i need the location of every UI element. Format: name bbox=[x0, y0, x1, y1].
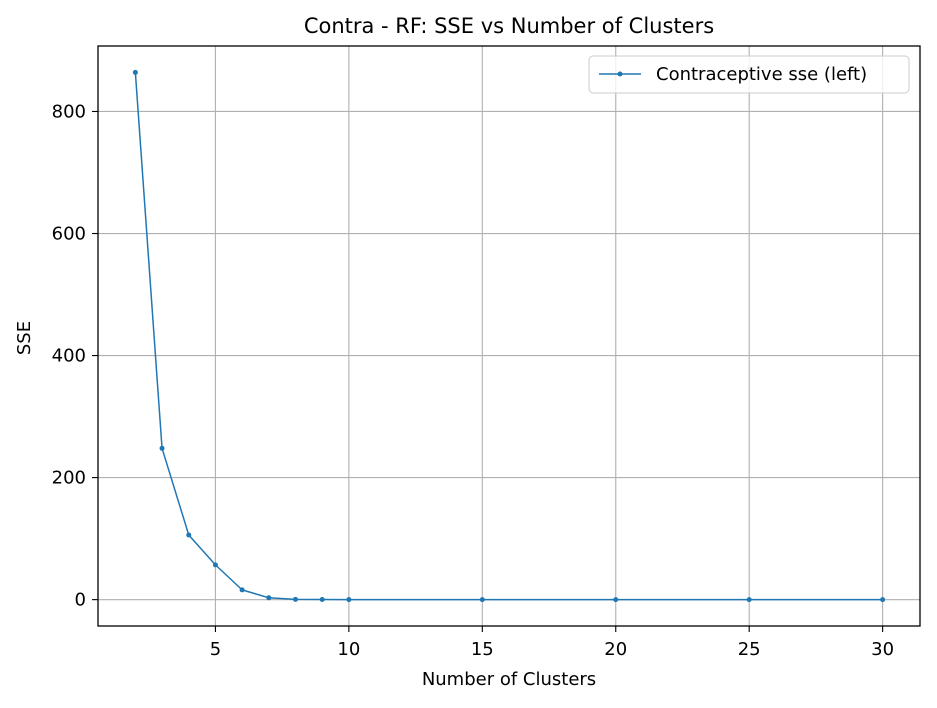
legend: Contraceptive sse (left) bbox=[588, 55, 910, 94]
series-layer bbox=[132, 69, 886, 603]
y-tick-label: 400 bbox=[52, 346, 86, 367]
data-point bbox=[319, 597, 325, 603]
x-tick-label: 10 bbox=[337, 639, 360, 660]
x-tick-label: 25 bbox=[738, 639, 761, 660]
y-tick-label: 200 bbox=[52, 468, 86, 489]
data-point bbox=[746, 597, 752, 603]
x-tick-label: 20 bbox=[604, 639, 627, 660]
y-tick-label: 800 bbox=[52, 101, 86, 122]
data-point bbox=[186, 532, 192, 538]
y-tick-label: 600 bbox=[52, 224, 86, 245]
chart-title: Contra - RF: SSE vs Number of Clusters bbox=[304, 14, 714, 38]
data-point bbox=[132, 69, 138, 75]
plot-area-frame bbox=[97, 45, 921, 627]
legend-entry-label: Contraceptive sse (left) bbox=[656, 64, 867, 85]
data-point bbox=[346, 597, 352, 603]
data-point bbox=[292, 596, 298, 602]
legend-marker-swatch bbox=[617, 71, 623, 77]
data-point bbox=[479, 597, 485, 603]
x-tick-label: 15 bbox=[471, 639, 494, 660]
y-axis-label: SSE bbox=[14, 321, 35, 355]
grid-lines bbox=[98, 46, 920, 626]
data-point bbox=[239, 587, 245, 593]
legend-box bbox=[588, 55, 910, 94]
data-point bbox=[212, 562, 218, 568]
data-point bbox=[159, 445, 165, 451]
y-axis-ticks: 0 200 400 600 800 bbox=[52, 101, 98, 611]
data-point bbox=[613, 597, 619, 603]
x-tick-label: 30 bbox=[871, 639, 894, 660]
data-point bbox=[266, 595, 272, 601]
data-point bbox=[880, 597, 886, 603]
x-tick-label: 5 bbox=[210, 639, 221, 660]
x-axis-ticks: 5 10 15 20 25 30 bbox=[210, 626, 894, 660]
y-tick-label: 0 bbox=[75, 590, 86, 611]
x-axis-label: Number of Clusters bbox=[422, 669, 596, 690]
